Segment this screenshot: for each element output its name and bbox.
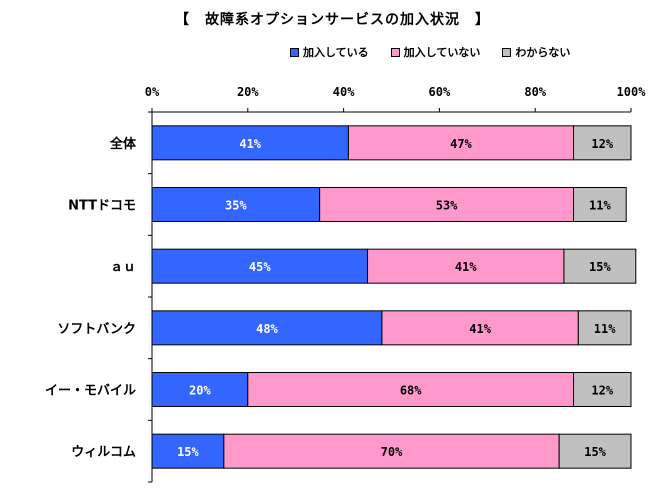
data-label: 15%: [584, 445, 606, 459]
bar-segment: [151, 372, 249, 407]
bar-segment: [151, 248, 369, 284]
x-tick-label: 40%: [333, 85, 355, 99]
data-label: 48%: [256, 322, 278, 336]
legend-swatch-subscribed: [290, 47, 299, 57]
x-tick-label: 20%: [237, 85, 259, 99]
data-label: 41%: [455, 260, 477, 274]
x-tick-label: 80%: [524, 85, 546, 99]
data-label: 53%: [436, 199, 458, 213]
chart-title: 【 故障系オプションサービスの加入状況 】: [175, 12, 490, 28]
data-label: 11%: [589, 199, 611, 213]
x-tick-label: 60%: [429, 85, 451, 99]
data-label: 45%: [249, 260, 271, 274]
data-label: 70%: [381, 445, 403, 459]
legend-swatch-not-subscribed: [390, 47, 400, 57]
data-label: 15%: [589, 260, 611, 274]
category-label: イー・モバイル: [45, 384, 136, 399]
data-label: 11%: [594, 322, 616, 336]
data-label: 12%: [591, 384, 613, 398]
legend-item-unknown: わからない: [502, 44, 570, 60]
data-label: 20%: [189, 384, 211, 398]
data-label: 12%: [591, 137, 613, 151]
bar-segment: [247, 372, 575, 407]
data-label: 41%: [469, 322, 491, 336]
bar-segment: [577, 310, 632, 346]
bar-segment: [563, 248, 637, 284]
data-label: 15%: [177, 445, 199, 459]
legend-label-subscribed: 加入している: [303, 46, 369, 59]
bar-segment: [558, 433, 632, 469]
legend-label-not-subscribed: 加入していない: [403, 46, 481, 59]
category-label: ソフトバンク: [57, 322, 136, 337]
category-label: NTTドコモ: [68, 199, 136, 214]
legend-label-unknown: わからない: [515, 46, 571, 59]
bar-segment: [573, 372, 632, 407]
legend: 加入している 加入していない わからない: [290, 44, 592, 60]
category-label: ａｕ: [110, 260, 136, 275]
bar-segment: [151, 433, 225, 469]
data-label: 47%: [450, 137, 472, 151]
legend-swatch-unknown: [502, 47, 512, 57]
x-tick-label: 100%: [617, 85, 647, 99]
bar-segment: [319, 187, 575, 222]
x-tick-label: 0%: [145, 85, 160, 99]
data-label: 41%: [239, 137, 261, 151]
legend-item-not-subscribed: 加入していない: [390, 44, 481, 60]
bar-segment: [573, 187, 627, 222]
category-label: ウィルコム: [71, 445, 136, 460]
category-label: 全体: [109, 136, 137, 152]
bar-segment: [367, 248, 565, 284]
bar-segment: [151, 187, 321, 222]
data-label: 68%: [400, 384, 422, 398]
legend-item-subscribed: 加入している: [290, 44, 369, 60]
data-label: 35%: [225, 199, 247, 213]
bar-segment: [573, 125, 632, 161]
